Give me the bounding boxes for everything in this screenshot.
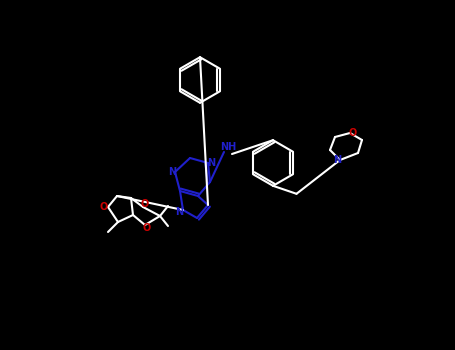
Text: N: N xyxy=(168,167,176,177)
Text: N: N xyxy=(333,155,341,165)
Text: O: O xyxy=(141,199,149,209)
Text: O: O xyxy=(349,128,357,138)
Text: O: O xyxy=(143,223,151,233)
Text: O: O xyxy=(100,202,108,212)
Text: N: N xyxy=(175,207,183,217)
Text: N: N xyxy=(207,158,215,168)
Text: NH: NH xyxy=(220,142,236,152)
